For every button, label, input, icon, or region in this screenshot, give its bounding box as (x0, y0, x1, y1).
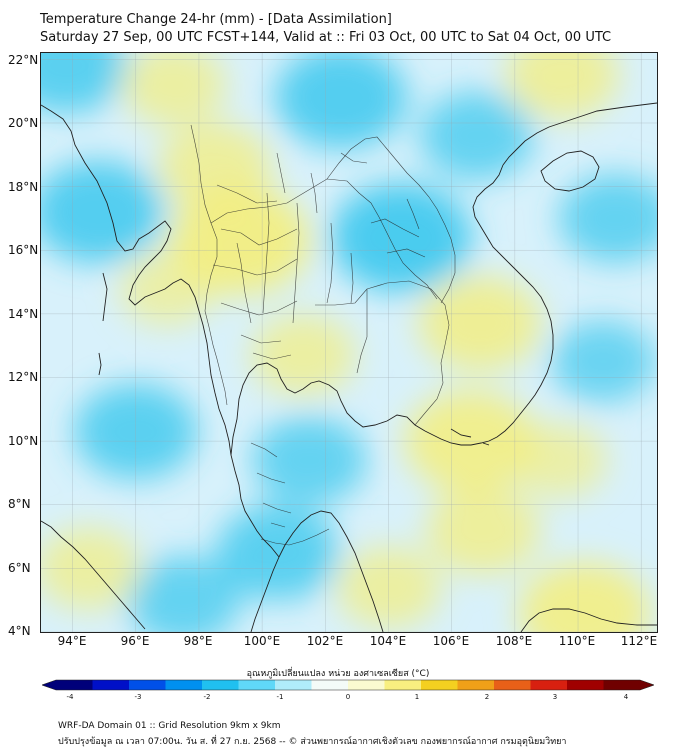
lat-label-16n: 16°N (8, 243, 39, 257)
lat-label-12n: 12°N (8, 370, 39, 384)
border-laos-vietnam (326, 136, 456, 304)
map-canvas (41, 53, 657, 632)
colorbar-cell (238, 680, 276, 690)
colorbar-outline (42, 679, 654, 691)
cool-anomaly-bay-of-bengal (41, 160, 164, 264)
colorbar-min-extension (42, 680, 56, 690)
colorbar-cell (494, 680, 531, 690)
colorbar-cell (567, 680, 604, 690)
lon-label-110e: 110°E (558, 634, 596, 648)
border-cambodia (366, 280, 450, 426)
sumatra-coastline (41, 520, 146, 630)
colorbar-tick-neg4: -4 (66, 693, 74, 701)
lat-label-6n: 6°N (8, 561, 31, 575)
peninsula-east-coast (278, 510, 384, 632)
cool-anomaly-andaman-west (41, 53, 128, 114)
lon-label-102e: 102°E (306, 634, 344, 648)
warm-anomaly-gulf-west (250, 314, 356, 397)
map-panel[interactable] (40, 52, 658, 633)
colorbar-cell (92, 680, 130, 690)
cool-anomaly-south-china-sea-mid (550, 320, 656, 403)
lon-label-104e: 104°E (369, 634, 407, 648)
colorbar (42, 679, 654, 691)
colorbar-tick-3: 3 (552, 693, 558, 701)
lon-label-108e: 108°E (495, 634, 533, 648)
colorbar-cell (311, 680, 349, 690)
lat-label-22n: 22°N (8, 53, 39, 67)
colorbar-cell (129, 680, 166, 690)
lat-label-20n: 20°N (8, 116, 39, 130)
colorbar-title: อุณหภูมิเปลี่ยนแปลง หน่วย องศาเซลเซียส (… (246, 669, 430, 679)
lon-label-96e: 96°E (120, 634, 150, 648)
myanmar-coastline (41, 104, 280, 558)
lon-label-100e: 100°E (243, 634, 281, 648)
thai-province-lines (212, 152, 354, 360)
warm-anomaly-natuna (426, 485, 541, 575)
credit-line: ปรับปรุงข้อมูล ณ เวลา 07:00น. วัน ส. ที่… (58, 737, 567, 747)
warm-anomaly-north-thailand (157, 123, 272, 212)
peninsula-province-lines (250, 442, 292, 528)
lon-label-106e: 106°E (432, 634, 470, 648)
colorbar-cell (421, 680, 458, 690)
colorbar-tick-neg3: -3 (134, 693, 142, 701)
chart-title: Temperature Change 24-hr (mm) - [Data As… (40, 12, 392, 27)
lon-label-94e: 94°E (57, 634, 87, 648)
colorbar-cell (384, 680, 422, 690)
andaman-islands (98, 272, 108, 376)
warm-anomaly-myanmar-north (121, 53, 227, 126)
lat-label-14n: 14°N (8, 307, 39, 321)
colorbar-tick-0: 0 (345, 693, 351, 701)
lat-label-18n: 18°N (8, 180, 39, 194)
cool-anomaly-south-china-sea-north (558, 174, 657, 263)
border-thailand-cambodia (315, 288, 368, 374)
warm-anomaly-myanmar-coast (119, 250, 216, 327)
warm-anomaly-cambodia-east (418, 275, 542, 372)
lat-label-8n: 8°N (8, 497, 31, 511)
colorbar-cell (348, 680, 385, 690)
colorbar-cell (56, 680, 93, 690)
colorbar-cell (165, 680, 203, 690)
gulf-coastline (230, 362, 426, 456)
colorbar-tick-neg1: -1 (276, 693, 284, 701)
colorbar-max-extension (640, 680, 654, 690)
colorbar-cell (202, 680, 239, 690)
colorbar-tick-4: 4 (623, 693, 629, 701)
border-thailand-malaysia (260, 528, 330, 546)
cool-anomaly-peninsula (216, 504, 340, 601)
borneo-coastline (520, 608, 657, 632)
border-myanmar-thailand (190, 124, 228, 406)
warm-anomaly-borneo-north (518, 561, 651, 632)
mekong-coastline (424, 164, 554, 446)
colorbar-tick-neg2: -2 (203, 693, 211, 701)
colorbar-cell (275, 680, 312, 690)
colorbar-tick-2: 2 (484, 693, 490, 701)
lon-label-112e: 112°E (620, 634, 658, 648)
tonkin-coastline (502, 102, 657, 166)
cool-anomaly-malacca (126, 555, 241, 632)
lat-label-4n: 4°N (8, 624, 31, 638)
peninsula-west-coast (250, 556, 280, 632)
colorbar-cell (603, 680, 641, 690)
laos-province-lines (340, 152, 426, 258)
chart-subtitle: Saturday 27 Sep, 00 UTC FCST+144, Valid … (40, 30, 612, 45)
colorbar-tick-1: 1 (414, 693, 420, 701)
cool-anomaly-gulf-of-tonkin (419, 91, 534, 181)
cool-anomaly-gulf-of-thailand (252, 415, 367, 505)
cool-anomaly-laos-east (330, 182, 472, 293)
border-thailand-laos (210, 178, 438, 300)
lon-label-98e: 98°E (183, 634, 213, 648)
hainan-island (540, 150, 600, 192)
colorbar-cell (457, 680, 495, 690)
warm-anomaly-hainan-north (505, 53, 620, 120)
gulf-islands (450, 428, 490, 446)
warm-anomaly-south-china-sea (511, 422, 608, 498)
lat-label-10n: 10°N (8, 434, 39, 448)
cool-anomaly-north-vietnam (275, 53, 408, 149)
model-info: WRF-DA Domain 01 :: Grid Resolution 9km … (58, 721, 281, 731)
colorbar-cell (530, 680, 568, 690)
